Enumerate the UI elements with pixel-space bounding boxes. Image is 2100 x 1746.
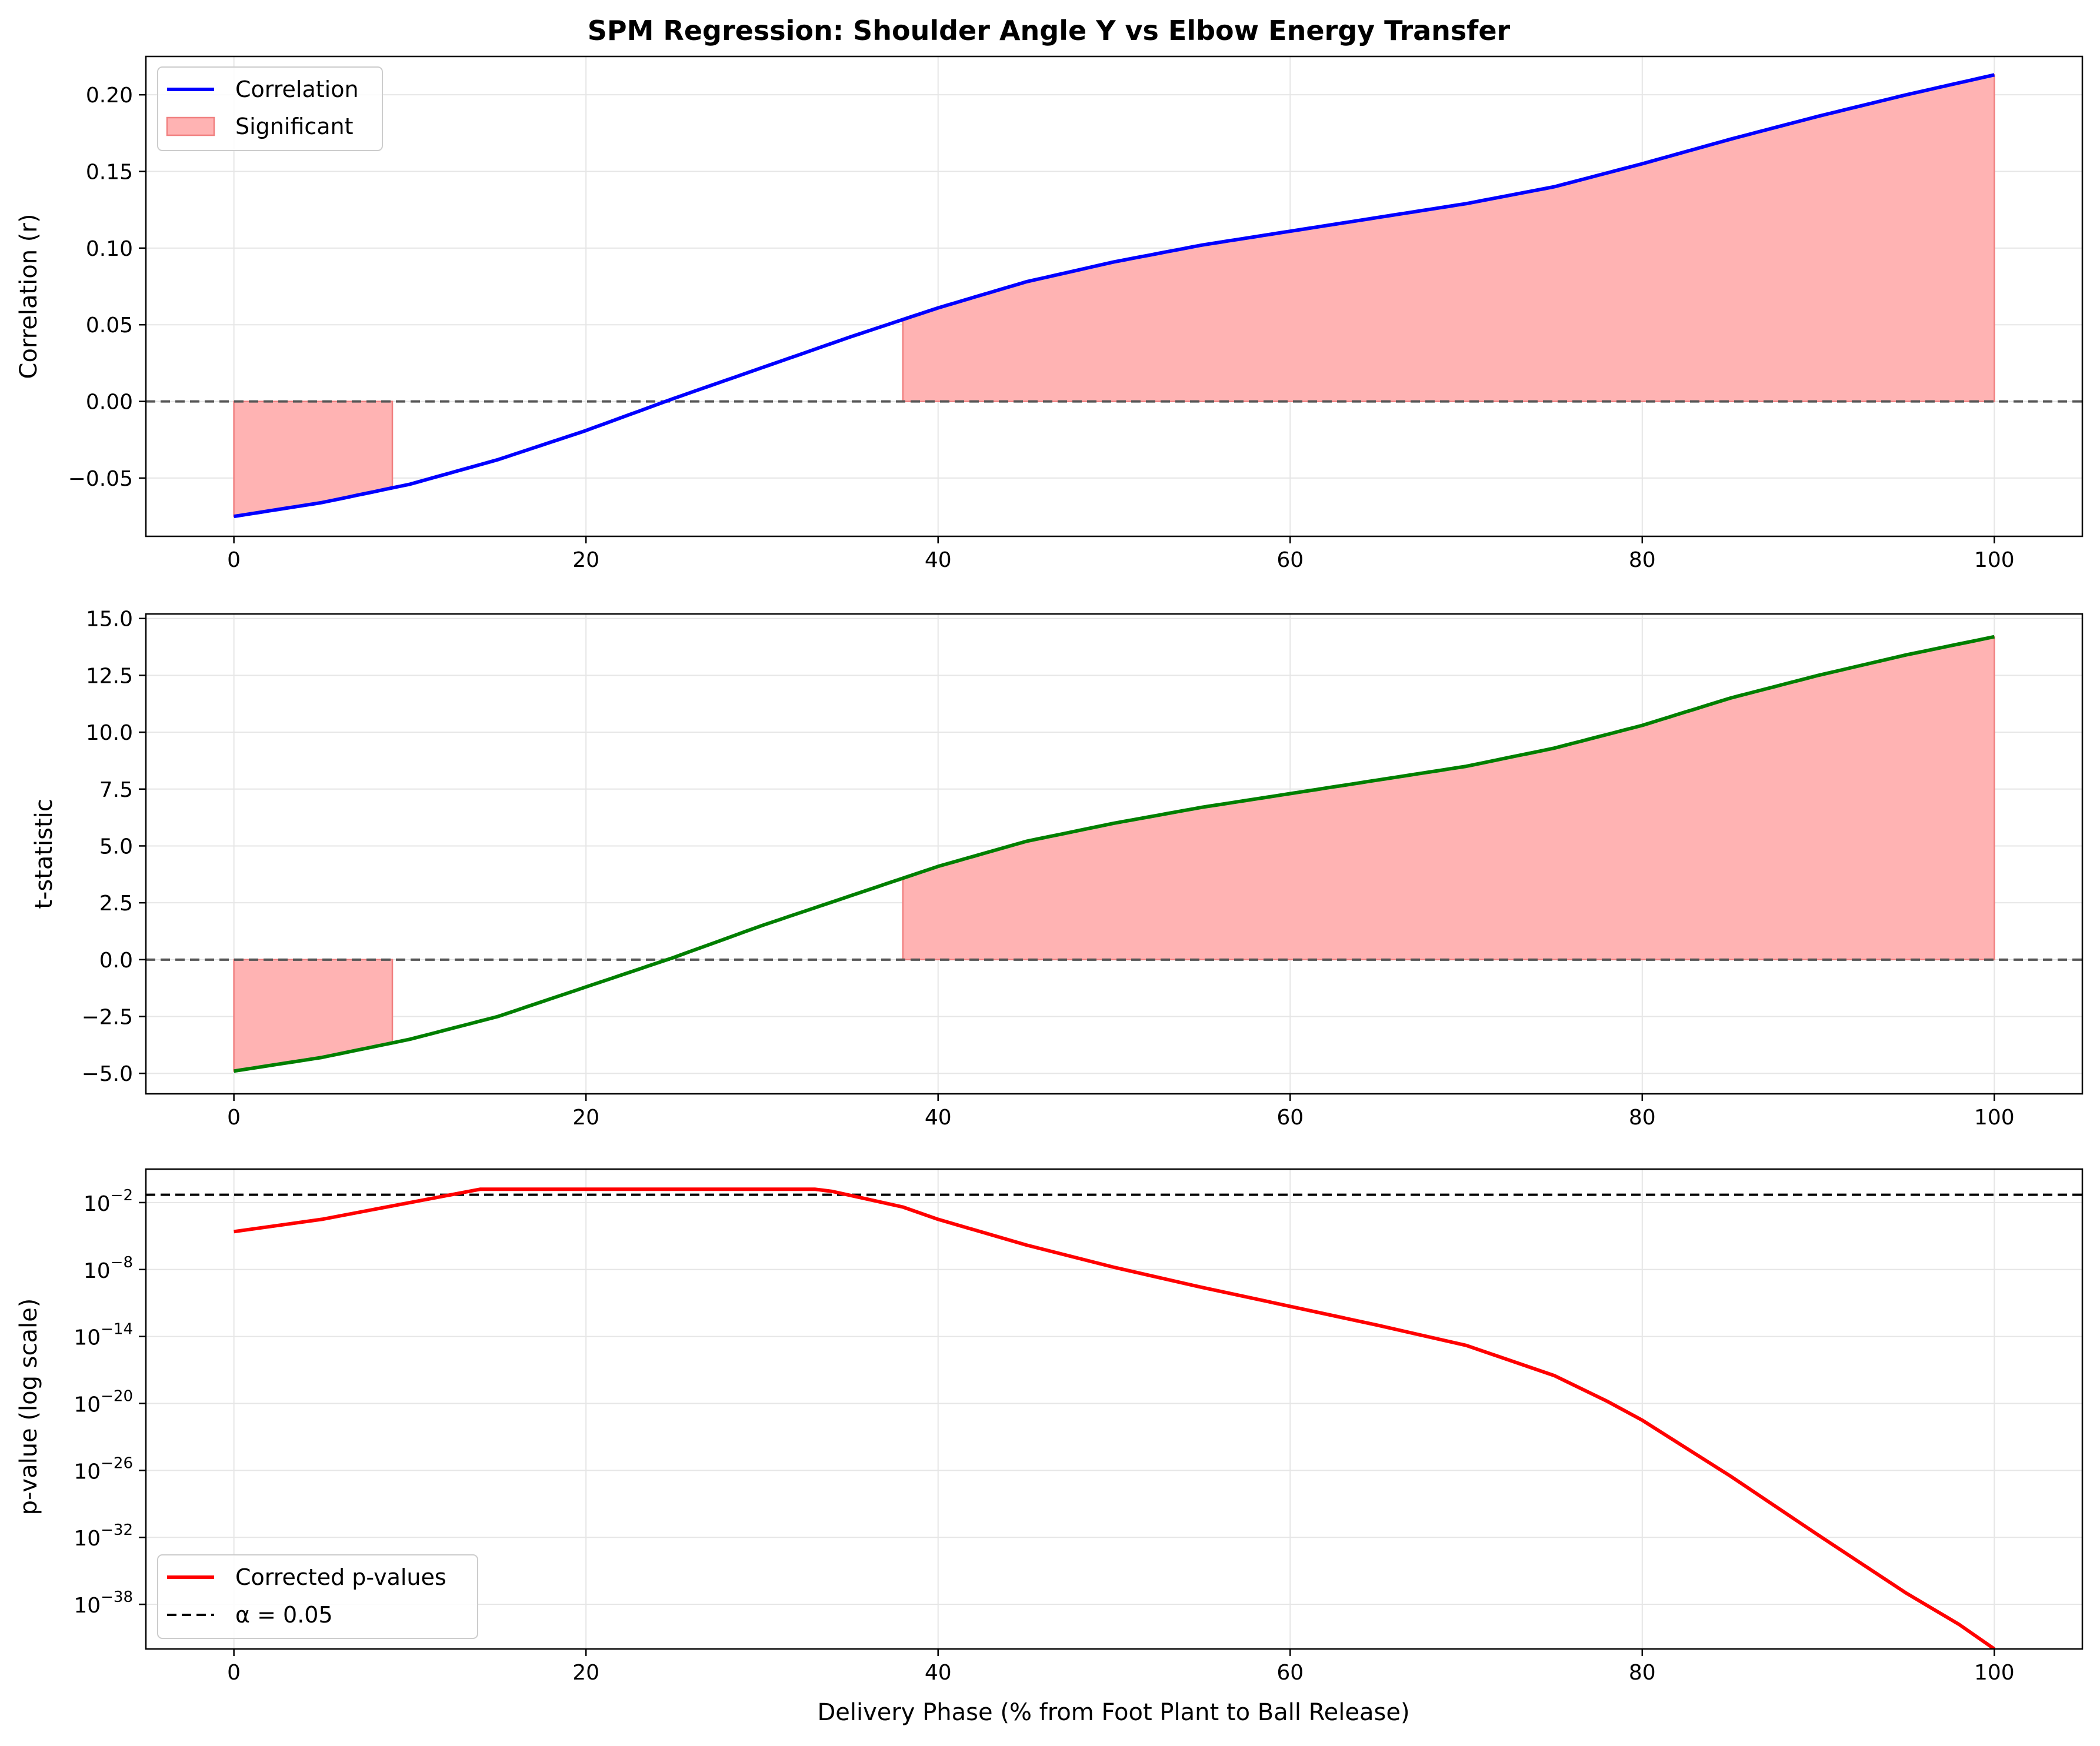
legend-alpha-label: α = 0.05 xyxy=(235,1602,333,1628)
legend-correlation-label: Correlation xyxy=(235,76,359,102)
x-tick-label: 100 xyxy=(1974,1661,2015,1685)
x-tick-label: 60 xyxy=(1276,548,1304,572)
x-tick-label: 40 xyxy=(925,1106,952,1130)
axes-frame xyxy=(145,1168,2084,1650)
correlation-line xyxy=(234,73,1995,519)
x-tick-label: 20 xyxy=(572,1106,599,1130)
delivery-phase-axis-label: Delivery Phase (% from Foot Plant to Bal… xyxy=(817,1699,1409,1726)
x-tick-label: 60 xyxy=(1276,1106,1304,1130)
y-tick-label: 10−38 xyxy=(74,1588,133,1618)
y-tick-label: 12.5 xyxy=(86,664,133,688)
x-tick-label: 100 xyxy=(1974,548,2015,572)
y-tick-label: −0.05 xyxy=(68,467,133,491)
y-tick-label: 0.10 xyxy=(86,237,133,261)
y-tick-label: 5.0 xyxy=(99,834,133,859)
y-tick-label: 0.15 xyxy=(86,161,133,185)
legend-significant-swatch xyxy=(166,116,215,136)
x-tick-label: 0 xyxy=(227,1106,241,1130)
y-tick-label: 10−2 xyxy=(84,1187,133,1216)
legend-p-values-label: Corrected p-values xyxy=(235,1564,446,1590)
x-tick-label: 80 xyxy=(1629,1106,1656,1130)
y-tick-label: 0.00 xyxy=(86,390,133,415)
p-value-panel: 0 20 40 60 80 100 10−2 10−8 10−14 10−20 10−26 10−32… xyxy=(74,1168,2084,1685)
correlation-axis-label: Correlation (r) xyxy=(15,214,42,379)
t-statistic-panel: 0 20 40 60 80 100 −5.0 −2.5 0.0 2.5 5.0 7.5 10.0 12.5… xyxy=(82,607,2084,1130)
axes-frame xyxy=(145,613,2084,1095)
correlation-legend: Correlation Significant xyxy=(157,66,383,151)
y-tick-label: 10−20 xyxy=(74,1388,133,1417)
x-tick-label: 80 xyxy=(1629,1661,1656,1685)
correlation-panel: 0 20 40 60 80 100 −0.05 0.00 0.05 0.10 0.15 0.20 Cor… xyxy=(68,55,2084,572)
y-tick-label: 0.20 xyxy=(86,84,133,108)
x-tick-label: 40 xyxy=(925,1661,952,1685)
figure-title: SPM Regression: Shoulder Angle Y vs Elbo… xyxy=(588,15,1511,46)
legend-significant-label: Significant xyxy=(235,113,354,139)
axes-frame xyxy=(145,55,2084,538)
y-tick-label: 7.5 xyxy=(99,778,133,802)
x-tick-label: 80 xyxy=(1629,548,1656,572)
y-tick-label: 10.0 xyxy=(86,721,133,745)
x-tick-label: 0 xyxy=(227,548,241,572)
legend-box xyxy=(157,1554,478,1639)
y-tick-label: 2.5 xyxy=(99,892,133,916)
x-tick-label: 20 xyxy=(572,1661,599,1685)
x-tick-label: 60 xyxy=(1276,1661,1304,1685)
y-tick-label: −5.0 xyxy=(82,1062,133,1086)
p-value-axis-label: p-value (log scale) xyxy=(15,1298,42,1515)
x-tick-label: 40 xyxy=(925,548,952,572)
y-tick-label: 10−26 xyxy=(74,1454,133,1484)
y-tick-label: 10−14 xyxy=(74,1321,133,1350)
y-tick-label: 15.0 xyxy=(86,607,133,632)
x-tick-label: 20 xyxy=(572,548,599,572)
y-tick-label: 10−8 xyxy=(84,1254,133,1283)
y-tick-label: −2.5 xyxy=(82,1006,133,1030)
y-tick-label: 10−32 xyxy=(74,1521,133,1551)
corrected-p-values-line xyxy=(234,1187,1996,1649)
t-statistic-line xyxy=(234,635,1995,1073)
x-tick-label: 100 xyxy=(1974,1106,2015,1130)
y-tick-label: 0.05 xyxy=(86,313,133,338)
x-tick-label: 0 xyxy=(227,1661,241,1685)
y-tick-label: 0.0 xyxy=(99,949,133,973)
p-value-legend: Corrected p-values α = 0.05 xyxy=(157,1554,478,1639)
t-statistic-axis-label: t-statistic xyxy=(31,799,58,909)
